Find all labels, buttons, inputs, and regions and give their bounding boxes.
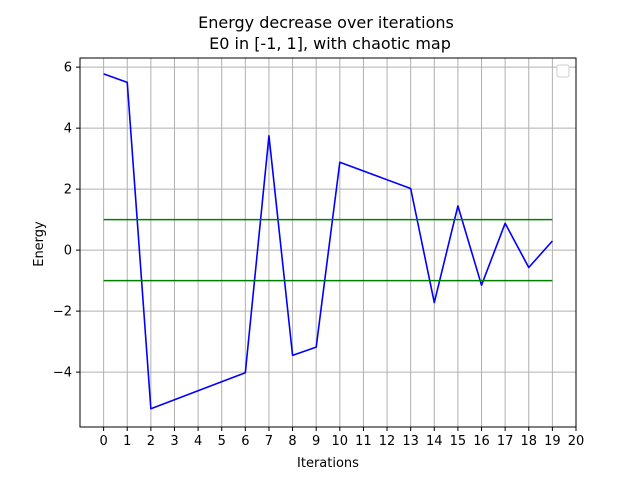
x-axis-ticks: 0 1 2 3 4 5 6 7 8 9 10 11 12 13 14 15 16 17 18 19 20 xyxy=(99,427,584,449)
x-tick-label: 11 xyxy=(355,434,372,449)
y-tick-label: −2 xyxy=(53,305,72,320)
x-tick-label: 7 xyxy=(265,434,273,449)
x-tick-label: 3 xyxy=(170,434,178,449)
series-line-1 xyxy=(103,73,553,410)
legend-box xyxy=(556,64,570,78)
y-axis-ticks: −4 −2 0 2 4 6 xyxy=(53,61,80,381)
x-tick-label: 17 xyxy=(497,434,514,449)
x-tick-label: 0 xyxy=(99,434,107,449)
x-tick-label: 16 xyxy=(473,434,490,449)
x-tick-label: 2 xyxy=(147,434,155,449)
chart-title-line-2: E0 in [-1, 1], with chaotic map xyxy=(209,34,451,53)
x-tick-label: 18 xyxy=(520,434,537,449)
y-axis-label: Energy xyxy=(32,221,47,267)
series-layer xyxy=(103,73,553,410)
grid xyxy=(80,58,577,427)
y-tick-label: 6 xyxy=(64,61,72,76)
x-tick-label: 20 xyxy=(568,434,585,449)
chart-title-line-1: Energy decrease over iterations xyxy=(198,13,454,32)
x-tick-label: 4 xyxy=(194,434,202,449)
x-tick-label: 10 xyxy=(332,434,349,449)
x-tick-label: 5 xyxy=(218,434,226,449)
x-tick-label: 6 xyxy=(241,434,249,449)
x-tick-label: 12 xyxy=(379,434,396,449)
x-tick-label: 13 xyxy=(402,434,419,449)
y-tick-label: 4 xyxy=(64,122,72,137)
x-axis-label: Iterations xyxy=(297,456,359,471)
plot-area xyxy=(80,58,576,427)
y-tick-label: 2 xyxy=(64,183,72,198)
x-tick-label: 8 xyxy=(288,434,296,449)
x-tick-label: 1 xyxy=(123,434,131,449)
y-tick-label: −4 xyxy=(53,366,72,381)
x-tick-label: 15 xyxy=(450,434,467,449)
x-tick-label: 19 xyxy=(544,434,561,449)
plot-frame xyxy=(79,57,577,428)
x-tick-label: 14 xyxy=(426,434,443,449)
x-tick-label: 9 xyxy=(312,434,320,449)
y-tick-label: 0 xyxy=(64,244,72,259)
